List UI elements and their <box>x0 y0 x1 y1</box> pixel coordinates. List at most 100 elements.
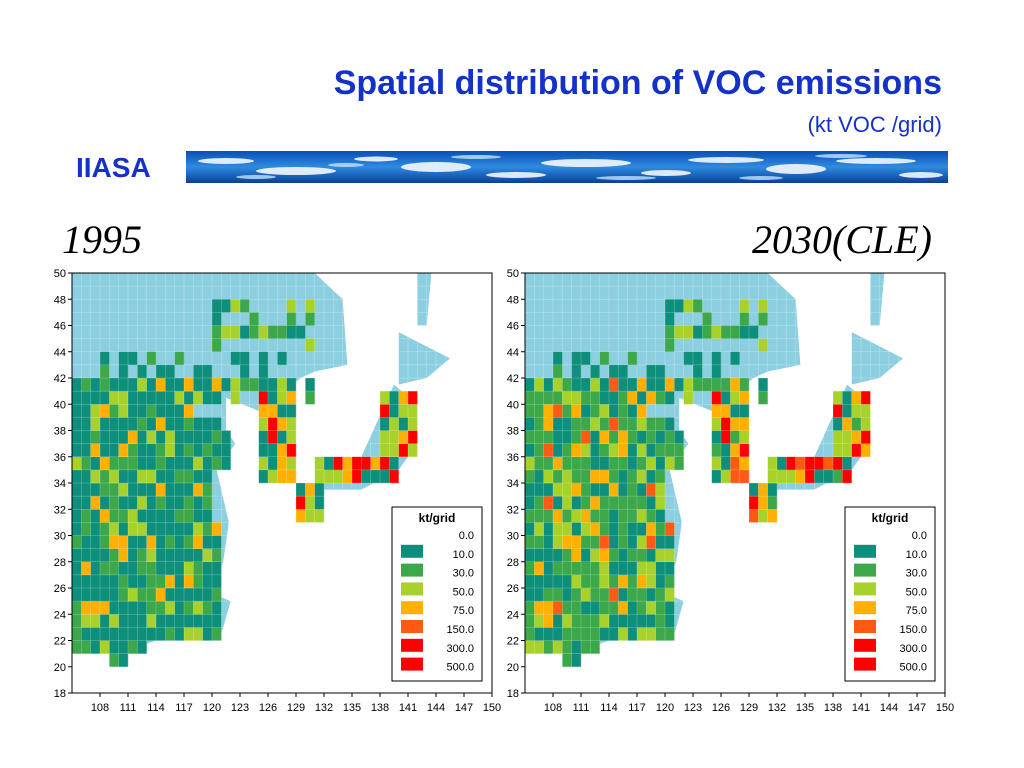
emission-cell <box>655 627 666 641</box>
emission-cell <box>655 509 666 523</box>
emission-cell <box>730 417 740 431</box>
emission-cell <box>711 417 722 431</box>
emission-cell <box>398 391 409 405</box>
emission-cell <box>646 496 656 510</box>
emission-cell <box>100 443 110 457</box>
legend-swatch <box>401 620 423 633</box>
emission-cell <box>562 588 572 602</box>
emission-cell <box>156 404 166 418</box>
emission-cell <box>842 430 852 444</box>
emission-cell <box>655 469 666 484</box>
emission-cell <box>165 364 175 379</box>
emission-cell <box>618 509 628 523</box>
emission-cell <box>590 456 600 471</box>
emission-cell <box>268 456 278 471</box>
legend-swatch <box>854 657 876 671</box>
emission-cell <box>786 456 796 471</box>
emission-cell <box>109 443 119 457</box>
emission-cell <box>833 391 843 405</box>
emission-cell <box>193 456 203 471</box>
emission-cell <box>137 627 147 641</box>
emission-cell <box>721 469 731 484</box>
emission-cell <box>534 614 544 628</box>
emission-cell <box>590 535 600 549</box>
emission-cell <box>128 535 138 549</box>
emission-cell <box>109 574 119 589</box>
emission-cell <box>146 522 157 536</box>
emission-cell <box>118 364 129 379</box>
lat-tick-label: 42 <box>54 373 66 385</box>
emission-cell <box>156 574 166 589</box>
legend-swatch <box>401 657 423 671</box>
emission-cell <box>665 417 675 431</box>
lat-tick-label: 38 <box>507 426 519 438</box>
emission-cell <box>590 404 600 418</box>
emission-cell <box>137 391 147 405</box>
emission-cell <box>543 588 554 602</box>
emission-cell <box>730 351 740 366</box>
emission-cell <box>637 614 647 628</box>
legend-swatch <box>854 582 876 596</box>
emission-cell <box>165 417 175 431</box>
hokkaido-island <box>398 332 450 385</box>
emission-cell <box>599 509 610 523</box>
emission-cell <box>553 378 563 392</box>
emission-cell <box>581 522 591 536</box>
emission-cell <box>137 404 147 418</box>
emission-cell <box>618 561 628 576</box>
emission-cell <box>72 404 82 418</box>
emission-cell <box>655 574 666 589</box>
emission-cell <box>100 351 110 366</box>
emission-cell <box>258 378 269 392</box>
emission-cell <box>767 496 778 510</box>
emission-cell <box>637 469 647 484</box>
emission-cell <box>165 614 175 628</box>
emission-cell <box>609 456 619 471</box>
emission-cell <box>758 509 768 523</box>
emission-cell <box>525 417 535 431</box>
lon-tick-label: 129 <box>740 702 758 714</box>
emission-cell <box>627 483 638 497</box>
emission-cell <box>525 588 535 602</box>
emission-cell <box>165 588 175 602</box>
emission-cell <box>534 640 544 654</box>
legend-value: 75.0 <box>906 605 927 617</box>
emission-cell <box>721 391 731 405</box>
emission-cell <box>553 391 563 405</box>
lon-tick-label: 117 <box>628 702 646 714</box>
emission-cell <box>118 601 129 615</box>
emission-cell <box>109 561 119 576</box>
emission-cell <box>599 496 610 510</box>
emission-cell <box>590 522 600 536</box>
emission-cell <box>525 522 535 536</box>
emission-cell <box>184 548 194 562</box>
emission-cell <box>370 469 381 484</box>
emission-cell <box>156 430 166 444</box>
emission-cell <box>90 443 101 457</box>
emission-cell <box>805 469 815 484</box>
emission-cell <box>571 378 582 392</box>
emission-cell <box>305 312 315 326</box>
lon-tick-label: 126 <box>259 702 277 714</box>
emission-cell <box>305 509 315 523</box>
emission-cell <box>599 574 610 589</box>
emission-cell <box>646 561 656 576</box>
emission-cell <box>571 456 582 471</box>
lon-tick-label: 120 <box>656 702 674 714</box>
emission-cell <box>146 443 157 457</box>
emission-cell <box>739 456 750 471</box>
emission-cell <box>81 430 91 444</box>
emission-cell <box>739 469 750 484</box>
emission-cell <box>674 299 684 313</box>
emission-cell <box>258 364 269 379</box>
emission-cell <box>156 378 166 392</box>
emission-cell <box>599 483 610 497</box>
emission-cell <box>627 378 638 392</box>
emission-cell <box>118 404 129 418</box>
emission-cell <box>618 391 628 405</box>
lat-tick-label: 46 <box>507 321 519 333</box>
emission-cell <box>655 430 666 444</box>
emission-cell <box>674 443 684 457</box>
emission-cell <box>599 535 610 549</box>
emission-cell <box>286 417 297 431</box>
